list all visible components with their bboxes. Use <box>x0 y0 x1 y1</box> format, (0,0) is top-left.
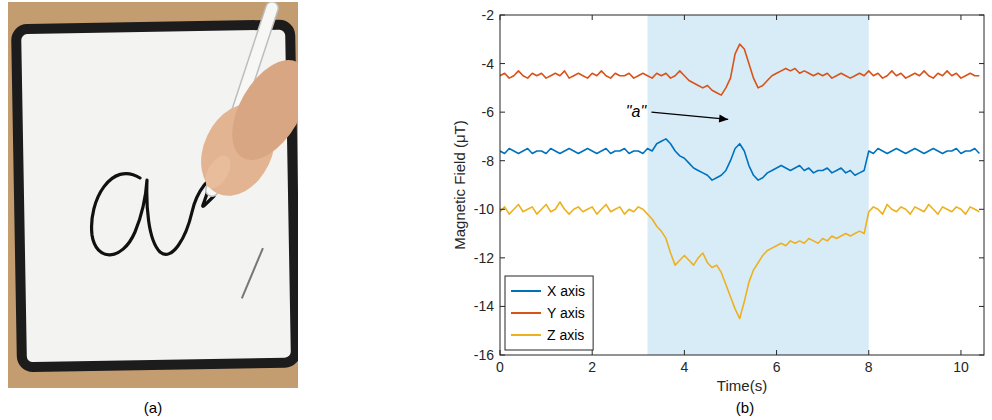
x-tick-label: 8 <box>865 359 873 375</box>
x-tick <box>776 350 777 355</box>
y-tick-label: -12 <box>474 250 494 266</box>
y-tick <box>979 209 984 210</box>
x-tick-label: 10 <box>953 359 969 375</box>
y-tick-label: -6 <box>482 104 495 120</box>
figure: (a) (b) -16 -14 -12 -10 -8 -6 -4 -2 0 2 4 6 8 10 Time(s)… <box>0 0 992 420</box>
y-tick-label: -14 <box>474 298 494 314</box>
y-tick <box>500 63 505 64</box>
x-tick-label: 0 <box>496 359 504 375</box>
y-tick <box>979 112 984 113</box>
handwritten-a <box>92 174 214 255</box>
y-tick-label: -8 <box>482 153 495 169</box>
wood-table <box>8 2 298 388</box>
legend-label: Y axis <box>547 305 585 321</box>
x-tick <box>500 350 501 355</box>
y-tick-label: -2 <box>482 7 495 23</box>
y-tick-label: -16 <box>474 347 494 363</box>
x-tick <box>500 15 501 20</box>
x-axis-title: Time(s) <box>717 377 767 394</box>
screen-indicator <box>241 248 264 298</box>
plot-background <box>500 15 984 355</box>
legend: X axis Y axis Z axis <box>505 276 593 350</box>
x-tick <box>592 15 593 20</box>
y-tick <box>979 160 984 161</box>
x-tick <box>776 15 777 20</box>
x-tick <box>960 15 961 20</box>
x-tick-label: 2 <box>588 359 596 375</box>
legend-box <box>505 276 593 350</box>
y-tick <box>979 306 984 307</box>
y-tick <box>500 160 505 161</box>
x-tick <box>592 350 593 355</box>
finger <box>200 151 235 192</box>
y-tick-label: -10 <box>474 201 494 217</box>
y-tick <box>500 355 505 356</box>
panel-caption: (a) <box>144 399 162 416</box>
legend-label: Z axis <box>547 327 584 343</box>
panel-caption: (b) <box>736 399 754 416</box>
wood-shade <box>8 2 298 388</box>
plot-frame <box>500 15 984 355</box>
annotation: "a" <box>626 103 648 120</box>
y-axis-title: Magnetic Field (μT) <box>451 120 468 250</box>
x-tick <box>868 350 869 355</box>
y-tick <box>500 257 505 258</box>
y-tick <box>979 63 984 64</box>
series-line <box>500 44 979 95</box>
x-tick <box>868 15 869 20</box>
series-line <box>500 139 979 180</box>
legend-swatch <box>511 334 541 336</box>
legend-label: X axis <box>547 283 585 299</box>
annotation-arrowhead <box>719 115 728 123</box>
y-tick <box>979 257 984 258</box>
y-tick-label: -4 <box>482 56 495 72</box>
x-tick <box>684 15 685 20</box>
y-tick <box>500 209 505 210</box>
x-tick <box>960 350 961 355</box>
y-tick <box>500 112 505 113</box>
y-tick <box>500 306 505 307</box>
highlight-region <box>648 15 869 355</box>
y-tick <box>500 15 505 16</box>
x-tick <box>684 350 685 355</box>
photo <box>8 2 298 388</box>
legend-swatch <box>511 290 541 292</box>
y-tick <box>979 355 984 356</box>
hand-back <box>217 47 298 172</box>
y-tick <box>979 15 984 16</box>
x-tick-label: 4 <box>680 359 688 375</box>
plot-marks <box>500 15 979 355</box>
x-tick-label: 6 <box>773 359 781 375</box>
legend-swatch <box>511 312 541 314</box>
annotation-arrow <box>651 112 728 119</box>
